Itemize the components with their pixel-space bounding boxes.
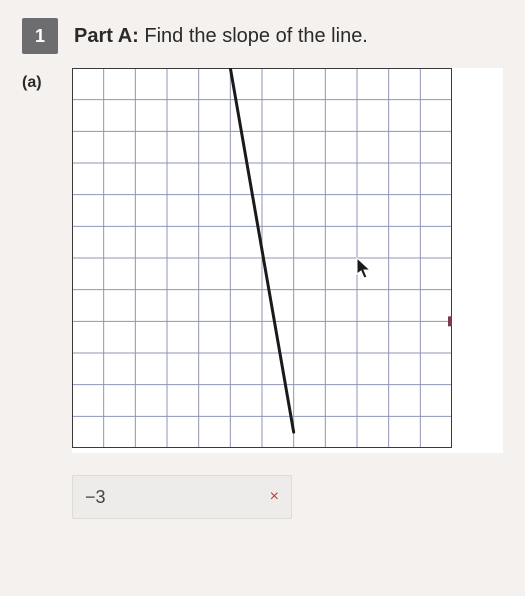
question-body: (a) −3 ×	[22, 68, 503, 519]
edge-mark	[448, 316, 452, 326]
question-text: Part A: Find the slope of the line.	[74, 25, 368, 48]
question-number-badge: 1	[22, 18, 58, 54]
chart-column: −3 ×	[72, 68, 503, 519]
prompt-text: Find the slope of the line.	[144, 25, 367, 47]
answer-box[interactable]: −3 ×	[72, 475, 292, 519]
answer-value: −3	[85, 487, 106, 508]
question-header: 1 Part A: Find the slope of the line.	[22, 18, 503, 54]
part-label: Part A:	[74, 25, 139, 47]
question-number: 1	[35, 26, 45, 47]
sub-label: (a)	[22, 68, 52, 92]
grid-chart	[72, 68, 503, 453]
wrong-mark-icon: ×	[270, 488, 279, 506]
grid-svg	[72, 68, 452, 448]
